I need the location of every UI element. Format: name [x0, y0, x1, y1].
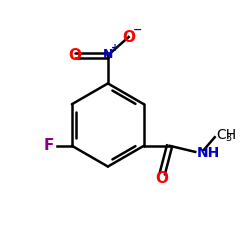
- Text: O: O: [156, 171, 169, 186]
- Text: O: O: [122, 30, 135, 44]
- Text: CH: CH: [216, 128, 236, 142]
- Text: −: −: [132, 25, 142, 35]
- Text: O: O: [68, 48, 82, 63]
- Text: N: N: [103, 48, 113, 61]
- Text: +: +: [111, 43, 119, 53]
- Text: F: F: [44, 138, 54, 153]
- Text: NH: NH: [196, 146, 220, 160]
- Text: 3: 3: [226, 133, 232, 143]
